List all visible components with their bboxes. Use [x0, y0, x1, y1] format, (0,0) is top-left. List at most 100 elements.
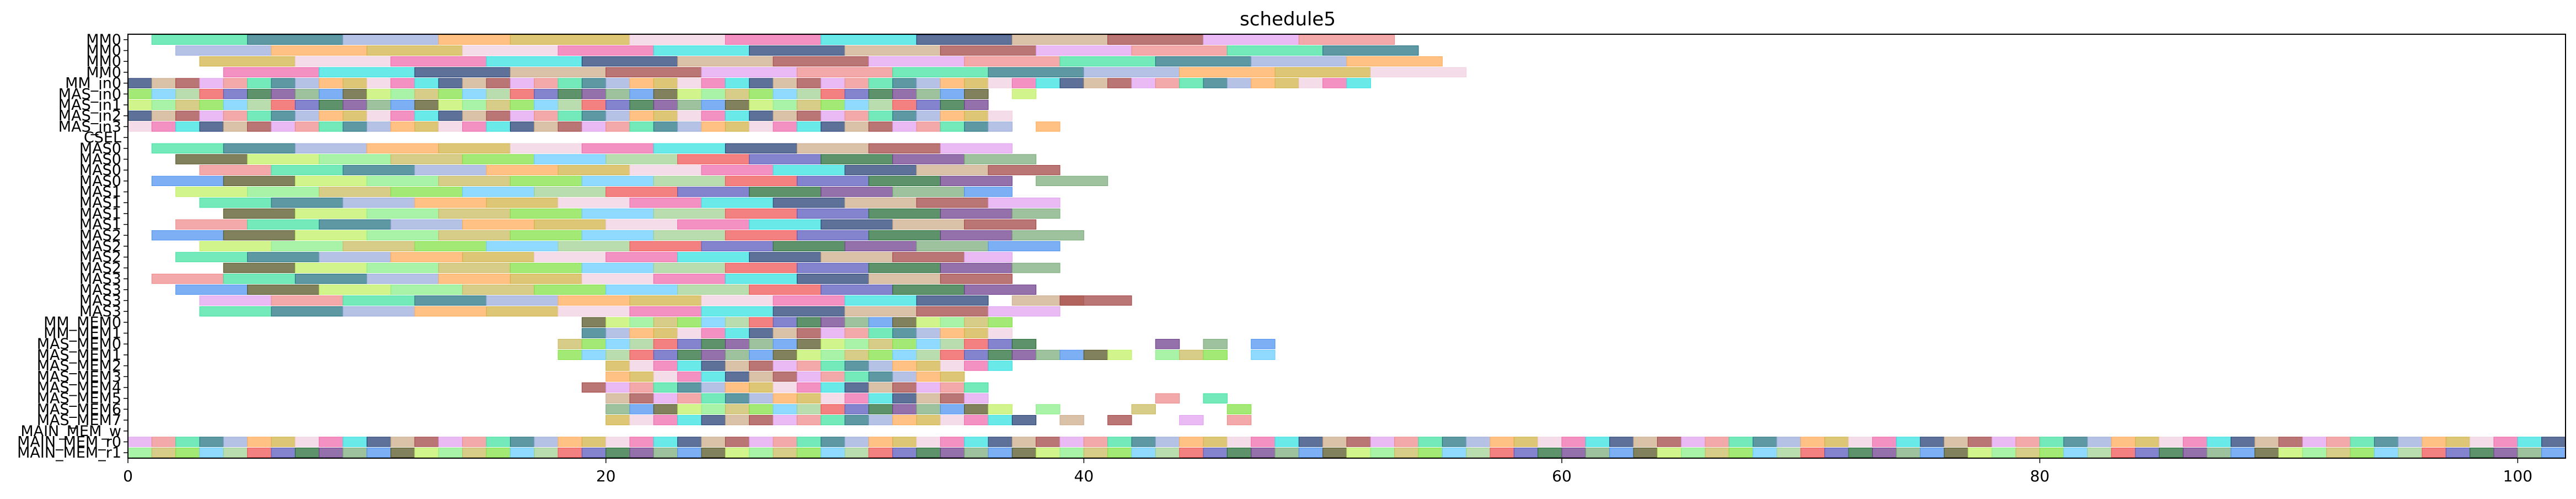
task-bar	[247, 447, 272, 458]
y-tick-label: MAS2	[79, 238, 121, 255]
task-bar	[534, 89, 559, 99]
task-bar	[988, 121, 1013, 132]
task-bar	[701, 164, 774, 176]
task-bar	[1036, 349, 1061, 360]
task-bar	[844, 110, 869, 121]
task-bar	[1036, 404, 1061, 415]
task-bar	[1059, 78, 1084, 88]
task-bar	[964, 89, 989, 99]
task-bar	[1824, 447, 1849, 458]
task-bar	[1203, 339, 1228, 349]
task-bar	[749, 78, 774, 88]
task-bar	[462, 154, 535, 164]
task-bar	[534, 187, 607, 197]
task-bar	[653, 404, 678, 415]
task-bar	[773, 241, 845, 252]
task-bar	[581, 176, 654, 187]
task-bar	[796, 67, 893, 78]
task-bar	[558, 89, 582, 99]
task-bar	[821, 89, 845, 99]
task-bar	[821, 78, 845, 88]
task-bar	[916, 447, 941, 458]
task-bar	[1227, 447, 1252, 458]
task-bar	[414, 164, 487, 176]
task-bar	[916, 349, 941, 360]
task-bar	[821, 393, 845, 404]
task-bar	[271, 110, 296, 121]
task-bar	[916, 198, 989, 208]
task-bar	[653, 371, 678, 382]
task-bar	[701, 110, 726, 121]
task-bar	[151, 34, 248, 45]
task-bar	[988, 447, 1013, 458]
task-bar	[725, 263, 797, 273]
task-bar	[294, 230, 367, 241]
task-bar	[1322, 437, 1347, 447]
task-bar	[677, 393, 702, 404]
task-bar	[127, 121, 152, 132]
task-bar	[247, 89, 272, 99]
task-bar	[438, 263, 511, 273]
task-bar	[892, 154, 965, 164]
task-bar	[199, 78, 224, 88]
task-bar	[701, 371, 726, 382]
task-bar	[1203, 393, 1228, 404]
task-bar	[606, 219, 678, 230]
task-bar	[916, 437, 941, 447]
task-bar	[964, 317, 989, 328]
task-bar	[1370, 447, 1395, 458]
task-bar	[1011, 34, 1108, 45]
task-bar	[1155, 393, 1180, 404]
task-bar	[629, 360, 654, 371]
task-bar	[534, 110, 559, 121]
task-bar	[677, 89, 702, 99]
task-bar	[916, 371, 941, 382]
task-bar	[725, 273, 797, 284]
task-bar	[940, 78, 965, 88]
task-bar	[701, 317, 726, 328]
task-bar	[606, 339, 630, 349]
task-bar	[366, 89, 392, 99]
task-bar	[940, 89, 965, 99]
y-tick-label: MAS_MEM2	[37, 358, 121, 375]
task-bar	[1107, 78, 1132, 88]
task-bar	[558, 121, 582, 132]
task-bar	[653, 339, 678, 349]
task-bar	[916, 306, 989, 317]
task-bar	[1585, 447, 1610, 458]
task-bar	[773, 437, 797, 447]
task-bar	[223, 99, 248, 110]
task-bar	[749, 360, 774, 371]
task-bar	[725, 110, 750, 121]
task-bar	[606, 154, 678, 164]
task-bar	[319, 219, 392, 230]
task-bar	[510, 143, 582, 153]
task-bar	[438, 78, 463, 88]
task-bar	[749, 110, 774, 121]
task-bar	[342, 241, 415, 252]
task-bar	[1705, 437, 1729, 447]
task-bar	[749, 415, 774, 426]
task-bar	[629, 317, 654, 328]
task-bar	[821, 252, 893, 262]
task-bar	[868, 99, 893, 110]
task-bar	[844, 45, 941, 56]
y-tick-label: MAS1	[79, 184, 121, 201]
task-bar	[653, 382, 678, 393]
task-bar	[294, 263, 367, 273]
task-bar	[390, 187, 463, 197]
task-bar	[486, 447, 511, 458]
task-bar	[294, 143, 367, 153]
task-bar	[868, 273, 941, 284]
task-bar	[606, 121, 630, 132]
task-bar	[868, 317, 893, 328]
task-bar	[1776, 447, 1801, 458]
task-bar	[1011, 89, 1037, 99]
task-bar	[342, 447, 367, 458]
task-bar	[342, 295, 415, 306]
task-bar	[868, 89, 893, 99]
task-bar	[2254, 437, 2279, 447]
task-bar	[916, 34, 1013, 45]
task-bar	[773, 56, 869, 67]
task-bar	[342, 78, 367, 88]
